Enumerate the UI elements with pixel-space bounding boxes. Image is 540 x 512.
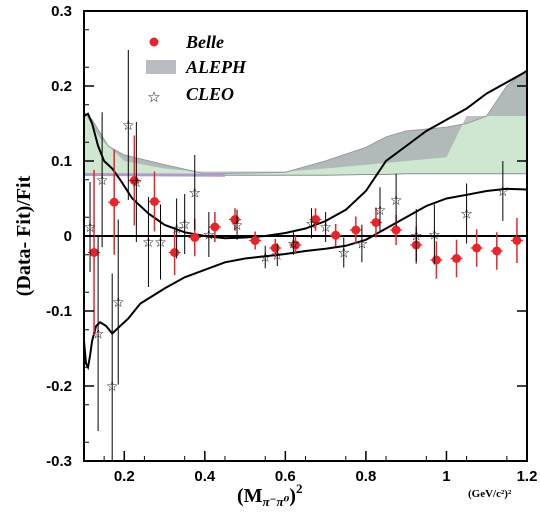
cleo-point-5: ☆: [122, 118, 135, 134]
y-tick-label-5: -0.2: [46, 378, 72, 395]
x-tick-label-5: 1.2: [517, 468, 538, 485]
cleo-point-6: ☆: [130, 175, 143, 191]
axis-ticks: 0.2 0.4 0.6 0.8 1 1.2 0.3 0.2 0.1 0 -0.1 -0.2 -0.3: [46, 3, 537, 485]
legend-cleo-label: CLEO: [186, 84, 234, 104]
belle-point-15: [391, 225, 401, 235]
x-tick-label-1: 0.4: [194, 468, 216, 485]
belle-point-13: [351, 225, 361, 235]
belle-point-20: [492, 246, 502, 256]
y-tick-label-6: -0.3: [46, 453, 72, 470]
belle-point-1: [109, 197, 119, 207]
cleo-point-21: ☆: [374, 203, 387, 219]
cleo-point-13: ☆: [231, 218, 244, 234]
y-tick-label-4: -0.1: [46, 303, 72, 320]
x-tick-label-3: 0.8: [355, 468, 376, 485]
legend-cleo-marker: ☆: [147, 88, 160, 106]
x-tick-label-2: 0.6: [275, 468, 296, 485]
cleo-point-14: ☆: [259, 250, 272, 266]
cleo-point-2: ☆: [96, 173, 109, 189]
x-tick-label-0: 0.2: [114, 468, 135, 485]
belle-point-3: [149, 197, 159, 206]
aleph-band-gray: [84, 69, 527, 174]
y-axis-label: (Data- Fit)/Fit: [13, 175, 35, 296]
cleo-point-12: ☆: [203, 228, 216, 244]
belle-point-17: [431, 255, 441, 265]
cleo-point-3: ☆: [106, 379, 119, 395]
cleo-point-0: ☆: [84, 220, 97, 236]
y-tick-label-1: 0.2: [51, 78, 72, 95]
aleph-band: [83, 68, 528, 177]
belle-point-18: [452, 254, 462, 263]
belle-point-19: [472, 243, 482, 253]
legend-belle-label: Belle: [185, 32, 224, 52]
legend-aleph-marker: [146, 60, 176, 74]
cleo-point-9: ☆: [170, 222, 183, 238]
cleo-point-10: ☆: [178, 217, 191, 233]
cleo-point-4: ☆: [112, 295, 125, 311]
y-tick-label-3: 0: [64, 228, 72, 245]
cleo-point-17: ☆: [305, 216, 318, 232]
cleo-point-20: ☆: [356, 237, 369, 253]
x-tick-label-4: 1: [442, 468, 450, 485]
aleph-band-area: [83, 68, 528, 176]
belle-point-6: [210, 222, 220, 232]
belle-point-8: [250, 236, 260, 245]
y-tick-label-0: 0.3: [51, 3, 72, 20]
belle-point-14: [371, 218, 381, 227]
cleo-point-19: ☆: [337, 246, 350, 262]
belle-point-21: [512, 236, 522, 245]
belle-point-5: [190, 233, 200, 242]
belle-point-12: [331, 230, 341, 240]
x-axis-unit: (GeV/c²)²: [468, 488, 512, 500]
cleo-point-11: ☆: [188, 186, 201, 202]
belle-point-11: [311, 215, 321, 224]
cleo-point-8: ☆: [154, 235, 167, 251]
cleo-point-1: ☆: [92, 327, 105, 343]
cleo-point-23: ☆: [410, 228, 423, 244]
uncertainty-curve-1: [83, 187, 528, 371]
cleo-points: ☆☆☆☆☆☆☆☆ ☆☆☆☆☆☆☆ ☆☆☆ ☆☆☆☆☆☆ ☆☆☆: [84, 50, 509, 461]
cleo-point-18: ☆: [319, 220, 332, 236]
cleo-point-24: ☆: [428, 228, 441, 244]
cleo-point-7: ☆: [142, 235, 155, 251]
legend-aleph-label: ALEPH: [185, 57, 247, 77]
legend-belle-marker: [149, 37, 159, 47]
cleo-point-16: ☆: [287, 237, 300, 253]
belle-point-0: [89, 248, 99, 257]
cleo-point-22: ☆: [390, 193, 403, 209]
cleo-point-26: ☆: [497, 184, 510, 200]
cleo-point-25: ☆: [460, 207, 473, 223]
legend: Belle ALEPH ☆ CLEO: [146, 32, 247, 106]
y-tick-label-2: 0.1: [51, 153, 72, 170]
x-axis-label: (Mπ⁻π⁰)2: [237, 481, 302, 509]
cleo-point-15: ☆: [271, 248, 284, 264]
belle-point-4: [170, 248, 180, 257]
